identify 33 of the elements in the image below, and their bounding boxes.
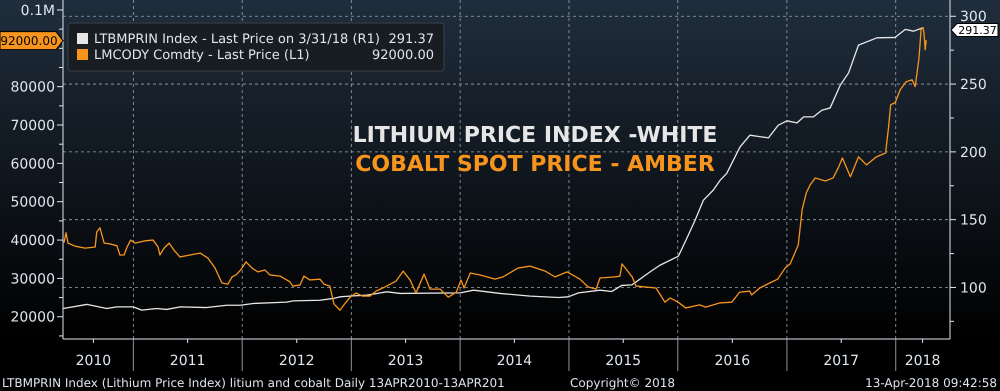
x-tick-label: 2016	[714, 353, 750, 369]
annotation: COBALT SPOT PRICE - AMBER	[355, 152, 715, 177]
annotation: 92000.00	[372, 48, 434, 63]
annotation: 291.37	[388, 32, 434, 47]
text: 291.37	[958, 24, 997, 37]
y-tick-label: 40000	[10, 232, 55, 249]
y2-tick-label: 250	[960, 76, 987, 93]
text: 13-Apr-2018 09:42:58	[865, 376, 997, 390]
x-tick-label: 2018	[904, 353, 940, 369]
x-tick-label: 2010	[76, 353, 112, 369]
text: 92000.00	[0, 34, 58, 48]
y-tick-label: 30000	[10, 271, 55, 288]
text: LTBMPRIN Index (Lithium Price Index) litium and cobalt Daily 13APR2010-13APR201	[2, 376, 505, 390]
y-tick-label: 60000	[10, 156, 55, 172]
x-tick-label: 2014	[496, 353, 532, 369]
y2-tick-label: 150	[960, 212, 987, 229]
y-tick-label: 20000	[10, 310, 55, 326]
x-tick-label: 2012	[278, 353, 315, 369]
legend-label: LMCODY Comdty - Last Price (L1)	[94, 48, 310, 63]
y-tick-label: 0.1M	[20, 2, 55, 19]
x-tick-label: 2013	[388, 353, 424, 369]
y-tick-label: 70000	[10, 118, 55, 134]
x-tick-label: 2015	[605, 353, 642, 369]
y2-tick-label: 200	[960, 144, 987, 161]
y-tick-label: 50000	[10, 194, 55, 211]
y-tick-label: 80000	[10, 80, 55, 96]
annotation: LITHIUM PRICE INDEX -WHITE	[352, 123, 718, 148]
y2-tick-label: 100	[960, 280, 987, 296]
x-tick-label: 2011	[170, 353, 206, 369]
legend-label: LTBMPRIN Index - Last Price on 3/31/18 (R1)	[94, 32, 380, 47]
x-tick-label: 2017	[823, 353, 859, 369]
text: Copyright© 2018	[570, 376, 675, 390]
y2-tick-label: 300	[960, 9, 987, 26]
